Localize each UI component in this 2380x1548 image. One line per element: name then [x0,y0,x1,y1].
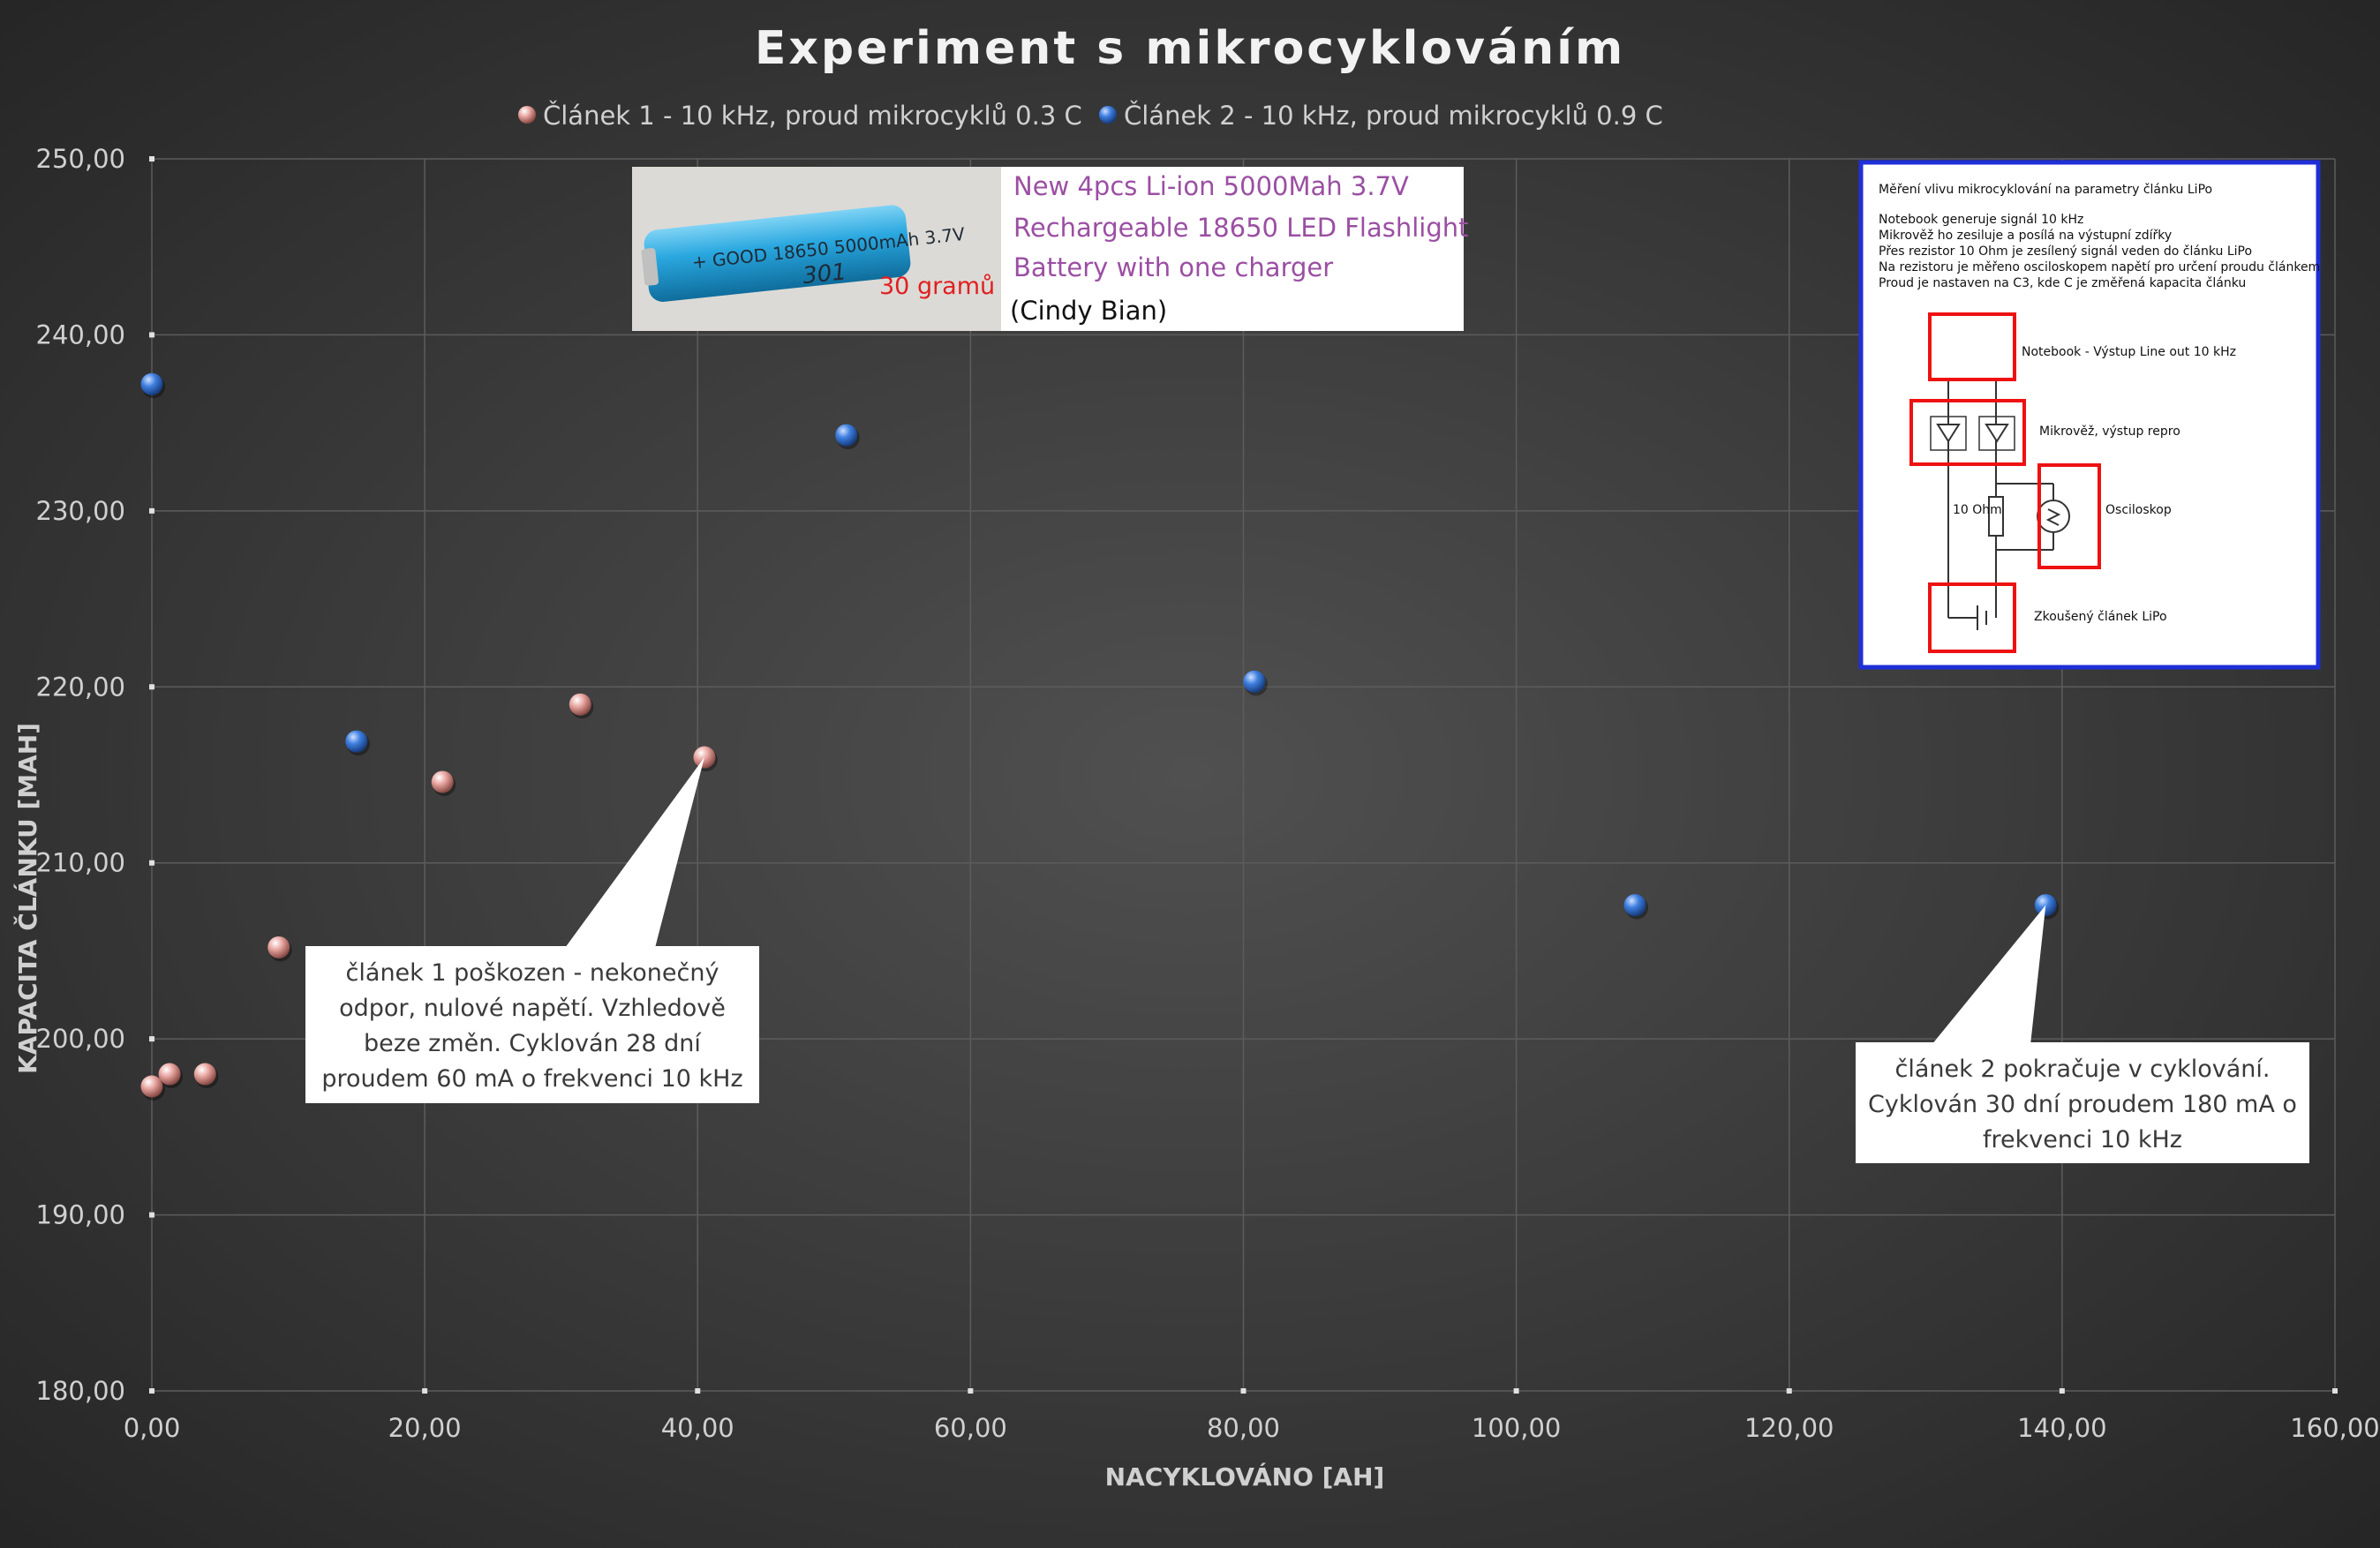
callout-2-line-1: článek 2 pokračuje v cyklování. [1895,1056,2271,1083]
x-tick-mark [695,1388,701,1394]
x-tick-mark [1786,1388,1792,1394]
y-tick-mark [149,1036,154,1042]
y-tick-mark [149,332,154,338]
legend: Článek 1 - 10 kHz, proud mikrocyklů 0.3 … [518,101,1663,131]
y-tick-label: 200,00 [36,1024,125,1054]
x-tick-label: 120,00 [1744,1413,1834,1443]
product-line-3: Battery with one charger [1013,252,1333,282]
schematic-intro-0: Měření vlivu mikrocyklování na parametry… [1879,183,2212,197]
callout-1-line-2: odpor, nulové napětí. Vzhledově [339,995,726,1022]
callout-1-line-1: článek 1 poškozen - nekonečný [346,959,719,987]
x-tick-label: 160,00 [2290,1413,2379,1443]
y-tick-label: 190,00 [36,1200,125,1230]
y-tick-mark [149,156,154,162]
schematic-battery-label: Zkoušený článek LiPo [2034,610,2167,624]
amp-symbol-right [1985,424,2009,443]
schematic-intro-3: Mikrověž ho zesiluje a posílá na výstupn… [1879,229,2172,243]
schematic-inset: Měření vlivu mikrocyklování na parametry… [1858,160,2321,670]
x-tick-label: 100,00 [1472,1413,1561,1443]
battery-handwriting: 301 [802,259,848,289]
axes: 0,00 20,00 40,00 60,00 80,00 100,00 120,00 140,… [36,144,2380,1443]
amp-symbol-left [1936,424,1961,443]
legend-label-series-2: Článek 2 - 10 kHz, proud mikrocyklů 0.9 … [1124,101,1663,131]
y-tick-mark [149,507,154,514]
y-axis-label: KAPACITA ČLÁNKU [MAH] [12,723,42,1074]
chart-title: Experiment s mikrocyklováním [755,22,1625,75]
schematic-intro-4: Přes rezistor 10 Ohm je zesílený signál … [1879,244,2252,259]
schematic-intro-5: Na rezistoru je měřeno osciloskopem napě… [1879,260,2320,274]
x-tick-mark [2059,1388,2065,1394]
callout-1-line-3: beze změn. Cyklován 28 dní [364,1030,702,1057]
x-tick-mark [968,1388,974,1394]
callout-1-pointer [565,757,704,948]
legend-marker-series-2 [1099,106,1117,124]
y-tick-label: 230,00 [36,496,125,526]
x-tick-label: 40,00 [661,1413,734,1443]
data-point-series-2 [835,424,858,447]
data-point-series-1 [193,1063,216,1086]
x-tick-label: 20,00 [388,1413,462,1443]
callout-1-line-4: proudem 60 mA o frekvenci 10 kHz [321,1065,742,1093]
y-tick-mark [149,1212,154,1218]
product-line-2: Rechargeable 18650 LED Flashlight [1013,213,1469,243]
y-tick-label: 240,00 [36,319,125,349]
callout-1-box [305,946,759,1103]
x-tick-mark [1513,1388,1519,1394]
data-point-series-1 [158,1063,181,1086]
y-tick-mark [149,1388,154,1394]
y-tick-label: 180,00 [36,1376,125,1406]
schematic-amp-label: Mikrověž, výstup repro [2039,425,2180,439]
x-tick-mark [422,1388,428,1394]
schematic-intro-6: Proud je nastaven na C3, kde C je změřen… [1879,276,2246,290]
data-point-series-2 [345,730,368,753]
data-points [140,372,2060,1101]
x-tick-mark [2332,1388,2338,1394]
legend-marker-series-1 [518,106,536,124]
x-axis-label: NACYKLOVÁNO [AH] [1105,1462,1385,1492]
schematic-scope-label: Osciloskop [2105,503,2172,517]
callout-2-pointer [1932,905,2046,1045]
schematic-resistor-label: 10 Ohm [1953,503,2002,517]
x-tick-mark [1240,1388,1246,1394]
data-point-series-2 [1623,894,1646,917]
callout-2-line-3: frekvenci 10 kHz [1983,1126,2182,1153]
product-seller: (Cindy Bian) [1010,296,1167,326]
data-point-series-1 [569,693,591,716]
x-tick-label: 140,00 [2017,1413,2106,1443]
battery-symbol [1977,605,1987,630]
callout-1: článek 1 poškozen - nekonečný odpor, nul… [305,757,759,1103]
y-tick-label: 220,00 [36,672,125,702]
product-line-1: New 4pcs Li-ion 5000Mah 3.7V [1013,171,1409,201]
battery-weight: 30 gramů [879,273,995,300]
callout-2-box [1856,1042,2309,1163]
data-point-series-2 [1243,670,1266,693]
x-tick-label: 0,00 [124,1413,181,1443]
schematic-highlights [1909,312,2101,653]
legend-label-series-1: Článek 1 - 10 kHz, proud mikrocyklů 0.3 … [543,101,1082,131]
data-point-series-2 [140,372,163,395]
x-tick-label: 80,00 [1207,1413,1280,1443]
x-tick-label: 60,00 [934,1413,1007,1443]
y-tick-label: 210,00 [36,848,125,878]
product-image: + GOOD 18650 5000mAh 3.7V 301 30 gramů N… [632,167,1469,331]
data-point-series-1 [140,1075,163,1098]
resistor-symbol [1988,496,2004,537]
y-tick-mark [149,860,154,866]
schematic-notebook-label: Notebook - Výstup Line out 10 kHz [2022,345,2236,359]
schematic-intro-2: Notebook generuje signál 10 kHz [1879,213,2083,227]
callout-2: článek 2 pokračuje v cyklování. Cyklován… [1856,905,2309,1163]
y-tick-label: 250,00 [36,144,125,174]
y-tick-mark [149,684,154,690]
callout-2-line-2: Cyklován 30 dní proudem 180 mA o [1868,1091,2297,1118]
data-point-series-1 [267,936,290,958]
data-point-series-1 [431,770,454,793]
